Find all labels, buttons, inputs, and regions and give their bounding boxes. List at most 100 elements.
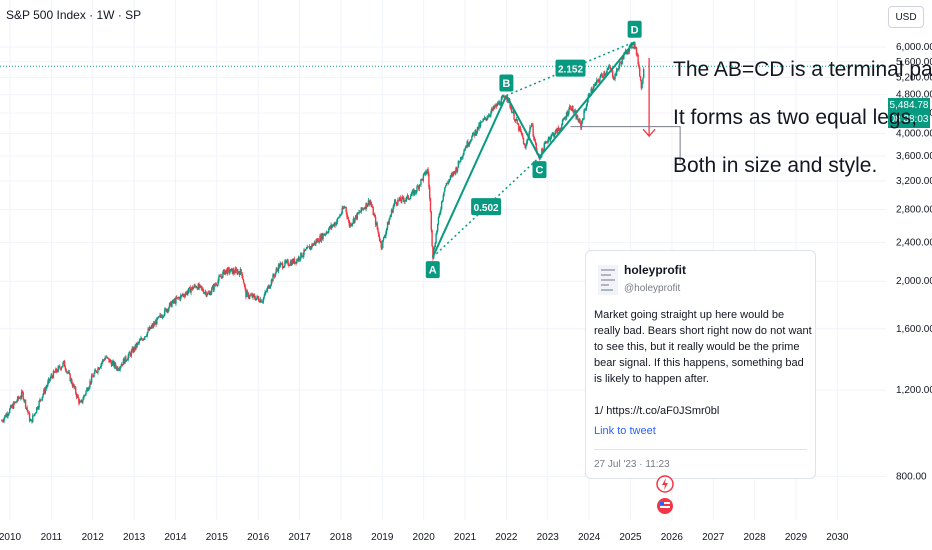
- candle-body: [92, 376, 94, 378]
- candle-body: [189, 287, 191, 293]
- candle-body: [110, 359, 112, 363]
- candle-body: [109, 359, 111, 363]
- candle-body: [544, 143, 546, 145]
- candle-body: [191, 286, 194, 290]
- tweet-card[interactable]: holeyprofit @holeyprofit Market going st…: [585, 250, 816, 479]
- candle-body: [200, 286, 203, 289]
- x-tick-label: 2028: [743, 532, 766, 543]
- candle-body: [372, 207, 374, 215]
- ratio-line-ac: [432, 156, 540, 258]
- candle-body: [281, 263, 284, 268]
- candle-body: [218, 276, 220, 281]
- candle-body: [201, 288, 203, 289]
- economic-event-flag-icon[interactable]: [657, 498, 673, 514]
- candle-body: [630, 43, 632, 45]
- candle-body: [442, 195, 444, 201]
- candle-body: [477, 126, 479, 130]
- candle-body: [162, 316, 164, 318]
- candle-body: [518, 127, 521, 131]
- candle-body: [120, 365, 122, 367]
- abcd-pattern: 0.502 2.152 A B C D: [425, 20, 681, 279]
- candle-body: [611, 70, 614, 77]
- candle-body: [332, 223, 335, 226]
- candle-body: [111, 362, 114, 366]
- candle-body: [633, 42, 635, 47]
- candle-body: [510, 107, 512, 109]
- candle-body: [401, 197, 403, 202]
- candle-body: [430, 211, 432, 231]
- candle-body: [566, 112, 569, 116]
- candle-body: [241, 272, 243, 277]
- candle-body: [583, 110, 585, 120]
- candle-body: [226, 267, 229, 274]
- candle-body: [308, 246, 310, 248]
- candle-body: [596, 79, 598, 85]
- candle-body: [327, 229, 330, 233]
- candle-body: [181, 294, 184, 296]
- y-tick-label: 5,200.00: [896, 73, 932, 84]
- candle-body: [634, 42, 636, 48]
- candle-body: [167, 309, 169, 311]
- candle-body: [196, 287, 199, 290]
- candle-body: [37, 407, 40, 409]
- candle-body: [231, 268, 234, 274]
- candle-body: [586, 102, 588, 106]
- candle-body: [377, 228, 379, 232]
- candle-body: [141, 338, 143, 340]
- candle-body: [217, 280, 219, 285]
- candle-body: [246, 291, 249, 293]
- candle-body: [244, 285, 246, 289]
- annotation-line-3[interactable]: Both in size and style.: [673, 154, 878, 177]
- currency-button[interactable]: USD: [888, 6, 924, 28]
- candle-body: [578, 119, 580, 123]
- candle-body: [69, 373, 71, 382]
- annotation-line-2[interactable]: It forms as two equal legs,: [673, 106, 917, 129]
- candle-body: [615, 68, 618, 76]
- candle-body: [513, 111, 515, 120]
- candle-body: [281, 263, 283, 265]
- candle-body: [347, 218, 350, 221]
- candle-body: [77, 395, 79, 399]
- candle-body: [571, 106, 573, 111]
- candle-body: [622, 57, 624, 59]
- x-tick-label: 2030: [826, 532, 849, 543]
- tweet-short-link[interactable]: 1/ https://t.co/aF0JSmr0bl: [594, 405, 720, 417]
- dividend-event-icon[interactable]: [656, 475, 674, 493]
- x-tick-label: 2015: [206, 532, 229, 543]
- candle-body: [550, 134, 553, 138]
- candle-body: [141, 339, 144, 341]
- candle-body: [318, 241, 320, 243]
- candle-body: [26, 407, 28, 411]
- candle-body: [545, 141, 547, 144]
- candle-body: [273, 274, 275, 276]
- candle-body: [534, 140, 537, 144]
- link-to-tweet[interactable]: Link to tweet: [594, 425, 656, 437]
- candle-body: [395, 201, 397, 205]
- candle-body: [524, 145, 526, 148]
- candle-body: [526, 139, 529, 142]
- candle-body: [346, 212, 348, 218]
- candle-body: [56, 371, 59, 373]
- y-tick-label: 800.00: [896, 472, 927, 483]
- symbol-title[interactable]: S&P 500 Index · 1W · SP: [6, 8, 142, 22]
- candle-body: [408, 198, 410, 200]
- candle-body: [321, 233, 324, 240]
- candle-body: [85, 390, 87, 395]
- candle-body: [605, 72, 608, 74]
- candle-body: [259, 299, 261, 303]
- annotation-line-1[interactable]: The AB=CD is a terminal patte: [673, 58, 932, 81]
- candle-body: [475, 130, 477, 135]
- candle-body: [328, 226, 331, 230]
- candle-body: [10, 405, 12, 408]
- candle-body: [474, 130, 476, 136]
- candle-body: [14, 401, 16, 403]
- candle-body: [345, 206, 347, 213]
- candle-body: [522, 137, 525, 145]
- candle-body: [283, 266, 285, 268]
- candle-body: [323, 234, 326, 236]
- candle-body: [569, 106, 571, 109]
- candle-body: [187, 291, 189, 295]
- candle-body: [419, 184, 421, 186]
- candle-body: [297, 257, 300, 261]
